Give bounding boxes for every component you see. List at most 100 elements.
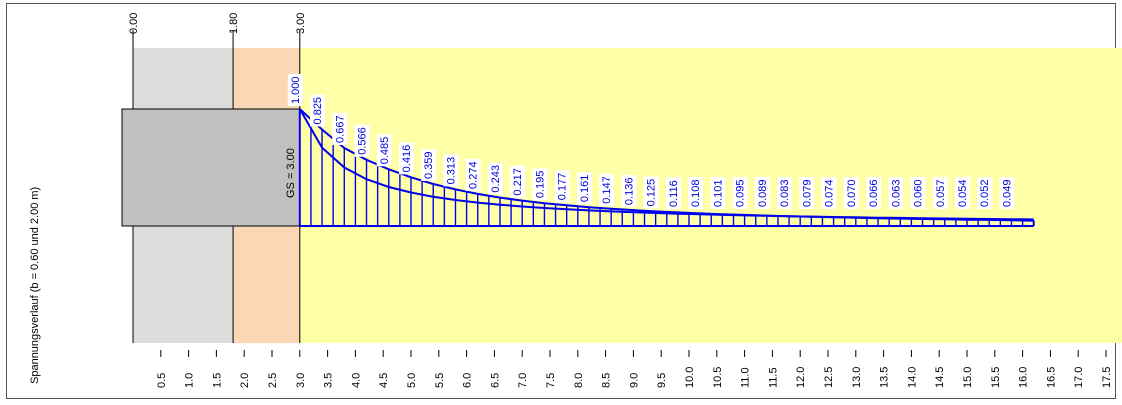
x-tick-label: 14.5 [934,367,946,388]
value-label: 0.089 [757,179,769,207]
x-tick-label: 14.0 [906,367,918,388]
value-label-box [599,173,615,206]
value-label: 0.485 [379,137,391,165]
value-label: 0.101 [712,179,724,207]
value-label-box [576,172,592,205]
value-label-group: 0.101 [710,177,726,209]
value-label: 0.136 [623,178,635,206]
x-tick-label: 7.0 [517,373,529,388]
value-label-box [843,177,859,209]
value-label-group: 0.063 [888,177,904,209]
value-label: 0.217 [512,168,524,196]
value-label: 0.070 [846,179,858,207]
value-label: 0.052 [979,179,991,207]
value-label-group: 0.079 [799,177,815,209]
value-label-group: 0.313 [443,154,459,187]
value-label: 0.274 [468,161,480,189]
y-axis-label: Spannungsverlauf (b = 0.60 und 2.00 m) [29,187,41,384]
x-tick-label: 15.0 [962,367,974,388]
value-label-group: 0.177 [554,170,570,203]
x-tick-label: 12.5 [823,367,835,388]
x-tick-label: 3.5 [323,373,335,388]
value-label-box [888,177,904,209]
value-label-group: 0.057 [932,177,948,209]
value-label: 0.195 [534,171,546,199]
value-label-group: 0.108 [688,177,704,209]
value-label-group: 0.195 [532,168,548,201]
value-label-group: 1.000 [287,74,303,106]
value-label: 0.177 [557,173,569,201]
x-tick-label: 1.0 [184,373,196,388]
value-label-box [688,177,704,209]
value-label-box [510,165,526,198]
x-tick-label: 6.5 [489,373,501,388]
value-label: 0.079 [801,179,813,207]
x-tick-label: 2.5 [267,373,279,388]
value-label: 0.095 [735,179,747,207]
value-label-group: 0.147 [599,173,615,206]
x-tick-label: 5.5 [434,373,446,388]
value-label: 0.049 [1001,179,1013,207]
value-label-group: 0.274 [465,158,481,191]
value-label: 0.825 [312,97,324,125]
value-label-group: 0.052 [977,177,993,209]
value-label-group: 0.074 [821,177,837,209]
x-tick-label: 17.5 [1101,367,1113,388]
x-tick-label: 11.0 [740,367,752,388]
value-label-box [310,94,326,127]
x-tick-label: 13.0 [851,367,863,388]
value-label-group: 0.070 [843,177,859,209]
value-label-group: 0.136 [621,175,637,208]
x-tick-label: 8.0 [573,373,585,388]
value-label-group: 0.095 [732,177,748,209]
x-tick-label: 3.0 [295,373,307,388]
x-tick-label: 15.5 [990,367,1002,388]
value-label-group: 0.060 [910,177,926,209]
value-label-box [643,176,659,209]
x-tick-label: 10.5 [712,367,724,388]
x-tick-label: 1.5 [211,373,223,388]
value-label-box [399,142,414,175]
value-label-box [354,124,370,157]
value-label-box [732,177,748,209]
value-label-box [287,74,303,106]
value-label: 0.057 [935,179,947,207]
value-label: 0.074 [824,179,836,207]
gs-label: GS = 3.00 [285,148,297,198]
x-tick-label: 8.5 [601,373,613,388]
value-label-group: 0.054 [955,177,970,209]
x-tick-label: 6.0 [462,373,474,388]
value-label: 0.116 [668,180,680,207]
value-label: 1.000 [290,76,302,104]
value-label-box [799,177,815,209]
value-label-group: 0.416 [399,142,414,175]
value-label-box [866,177,882,209]
foundation-block [121,108,301,227]
x-tick-label: 4.5 [378,373,390,388]
x-tick-label: 5.0 [406,373,418,388]
x-tick-label: 11.5 [767,367,779,388]
value-label-box [999,177,1015,209]
value-label-box [421,148,437,181]
value-label-box [777,177,793,209]
x-tick-label: 12.0 [795,367,807,388]
value-label-box [443,154,459,187]
boundary-label: 1.80 [228,13,240,34]
x-tick-label: 2.0 [239,373,251,388]
value-label-group: 0.083 [777,177,793,209]
x-tick-label: 9.5 [656,373,668,388]
x-tick-label: 9.0 [628,373,640,388]
value-label-group: 0.066 [866,177,882,209]
value-label-box [376,134,392,167]
value-label-box [955,177,970,209]
value-label-group: 0.125 [643,176,659,209]
value-label-box [665,177,681,209]
value-label-box [332,112,348,145]
value-label-group: 0.116 [665,177,681,209]
value-label-group: 0.485 [376,134,392,167]
stress-curve-b200 [298,108,1034,221]
value-label: 0.416 [401,145,413,173]
value-label: 0.060 [913,179,925,207]
value-label-group: 0.825 [310,94,326,127]
